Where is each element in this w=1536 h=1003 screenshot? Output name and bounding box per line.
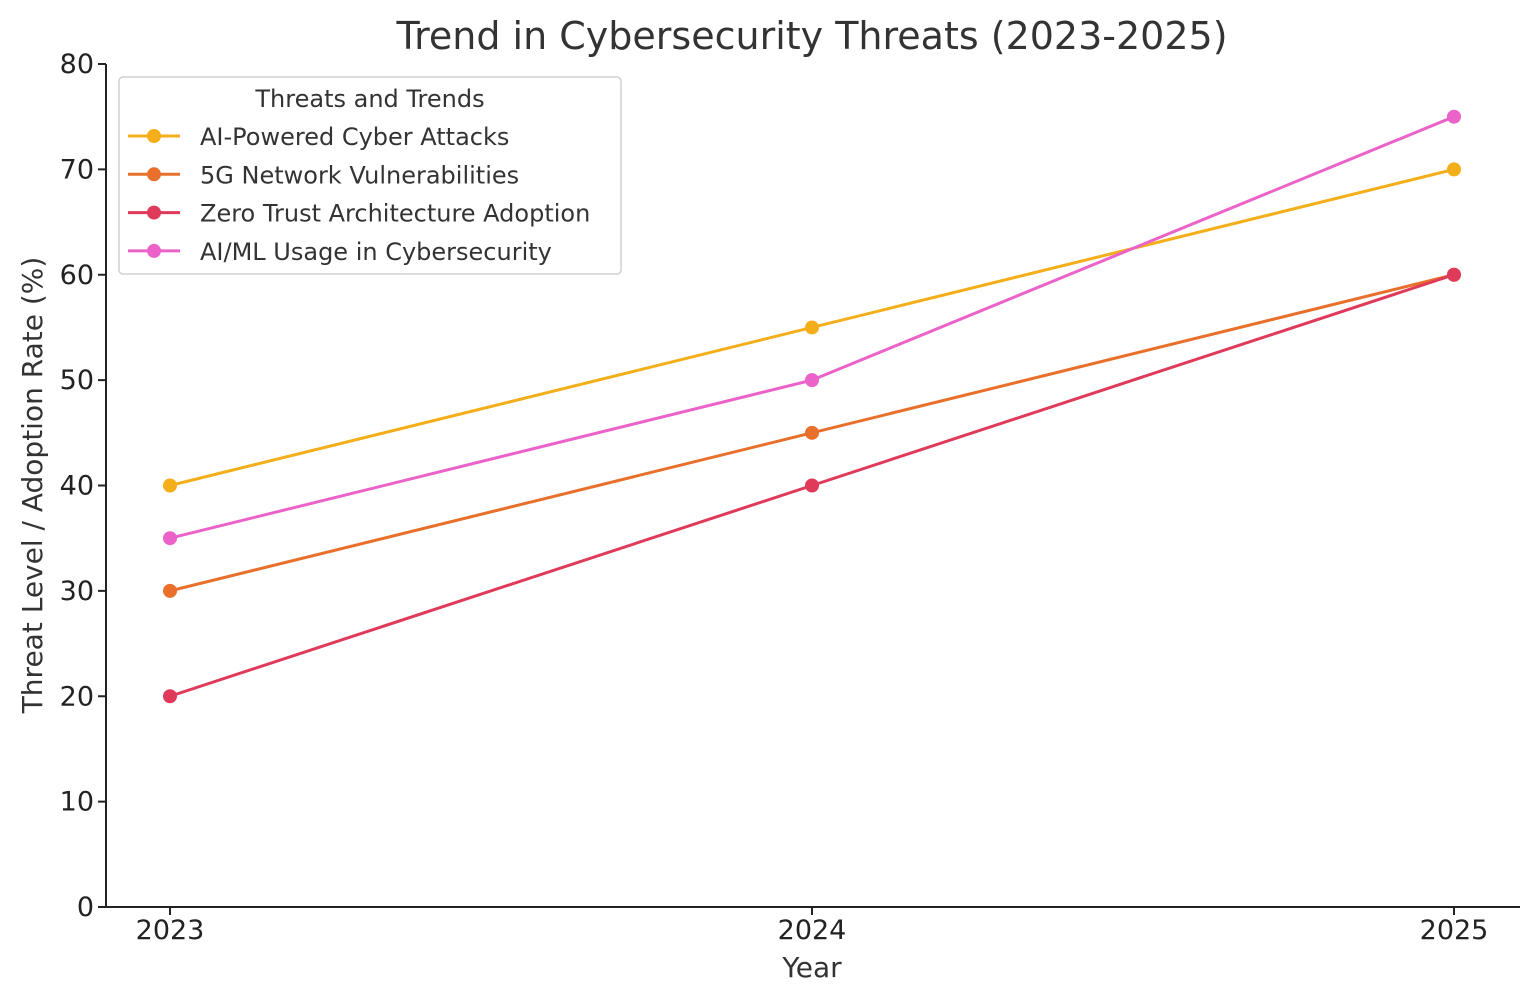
legend-items: AI-Powered Cyber Attacks 5G Network Vulne… (128, 123, 590, 266)
y-tick-label: 60 (60, 260, 94, 291)
data-point (805, 478, 819, 493)
y-axis-ticks: 0 10 20 30 40 50 60 70 80 (60, 49, 106, 923)
y-tick-label: 80 (60, 49, 94, 80)
x-axis-label: Year (781, 951, 842, 984)
legend-title: Threats and Trends (254, 85, 484, 113)
legend: Threats and Trends AI-Powered Cyber Atta… (118, 76, 622, 275)
series-group (163, 267, 1461, 704)
y-axis-label: Threat Level / Adoption Rate (%) (16, 257, 49, 715)
legend-label: 5G Network Vulnerabilities (200, 161, 519, 189)
legend-item: 5G Network Vulnerabilities (128, 161, 519, 189)
legend-marker-swatch (147, 243, 161, 258)
legend-label: AI-Powered Cyber Attacks (200, 123, 509, 151)
data-point (163, 583, 177, 598)
x-tick-label: 2025 (1420, 915, 1489, 946)
legend-item: AI-Powered Cyber Attacks (128, 123, 509, 151)
y-tick-label: 30 (60, 576, 94, 607)
series-group (163, 109, 1461, 546)
series-group (163, 162, 1461, 493)
legend-item: AI/ML Usage in Cybersecurity (128, 238, 552, 266)
legend-label: AI/ML Usage in Cybersecurity (200, 238, 552, 266)
data-point (163, 478, 177, 493)
series-layer (163, 109, 1461, 704)
data-point (805, 425, 819, 440)
y-tick-label: 0 (77, 892, 94, 923)
legend-marker-swatch (147, 129, 161, 143)
data-point (163, 531, 177, 546)
y-tick-label: 70 (60, 154, 94, 185)
data-point (1447, 162, 1461, 177)
legend-item: Zero Trust Architecture Adoption (128, 200, 590, 228)
x-tick-label: 2023 (136, 915, 205, 946)
y-tick-label: 50 (60, 365, 94, 396)
x-axis-ticks: 2023 2024 2025 (136, 907, 1489, 946)
y-tick-label: 20 (60, 681, 94, 712)
legend-label: Zero Trust Architecture Adoption (200, 200, 590, 228)
data-point (1447, 109, 1461, 124)
legend-marker-swatch (147, 167, 161, 182)
data-point (163, 689, 177, 704)
legend-marker-swatch (147, 205, 161, 220)
series-group (163, 267, 1461, 598)
data-point (805, 320, 819, 335)
x-tick-label: 2024 (778, 915, 847, 946)
chart-title: Trend in Cybersecurity Threats (2023-202… (395, 14, 1227, 58)
data-point (805, 373, 819, 388)
y-tick-label: 40 (60, 471, 94, 502)
legend-frame (118, 76, 622, 275)
data-point (1447, 267, 1461, 282)
y-tick-label: 10 (60, 787, 94, 818)
